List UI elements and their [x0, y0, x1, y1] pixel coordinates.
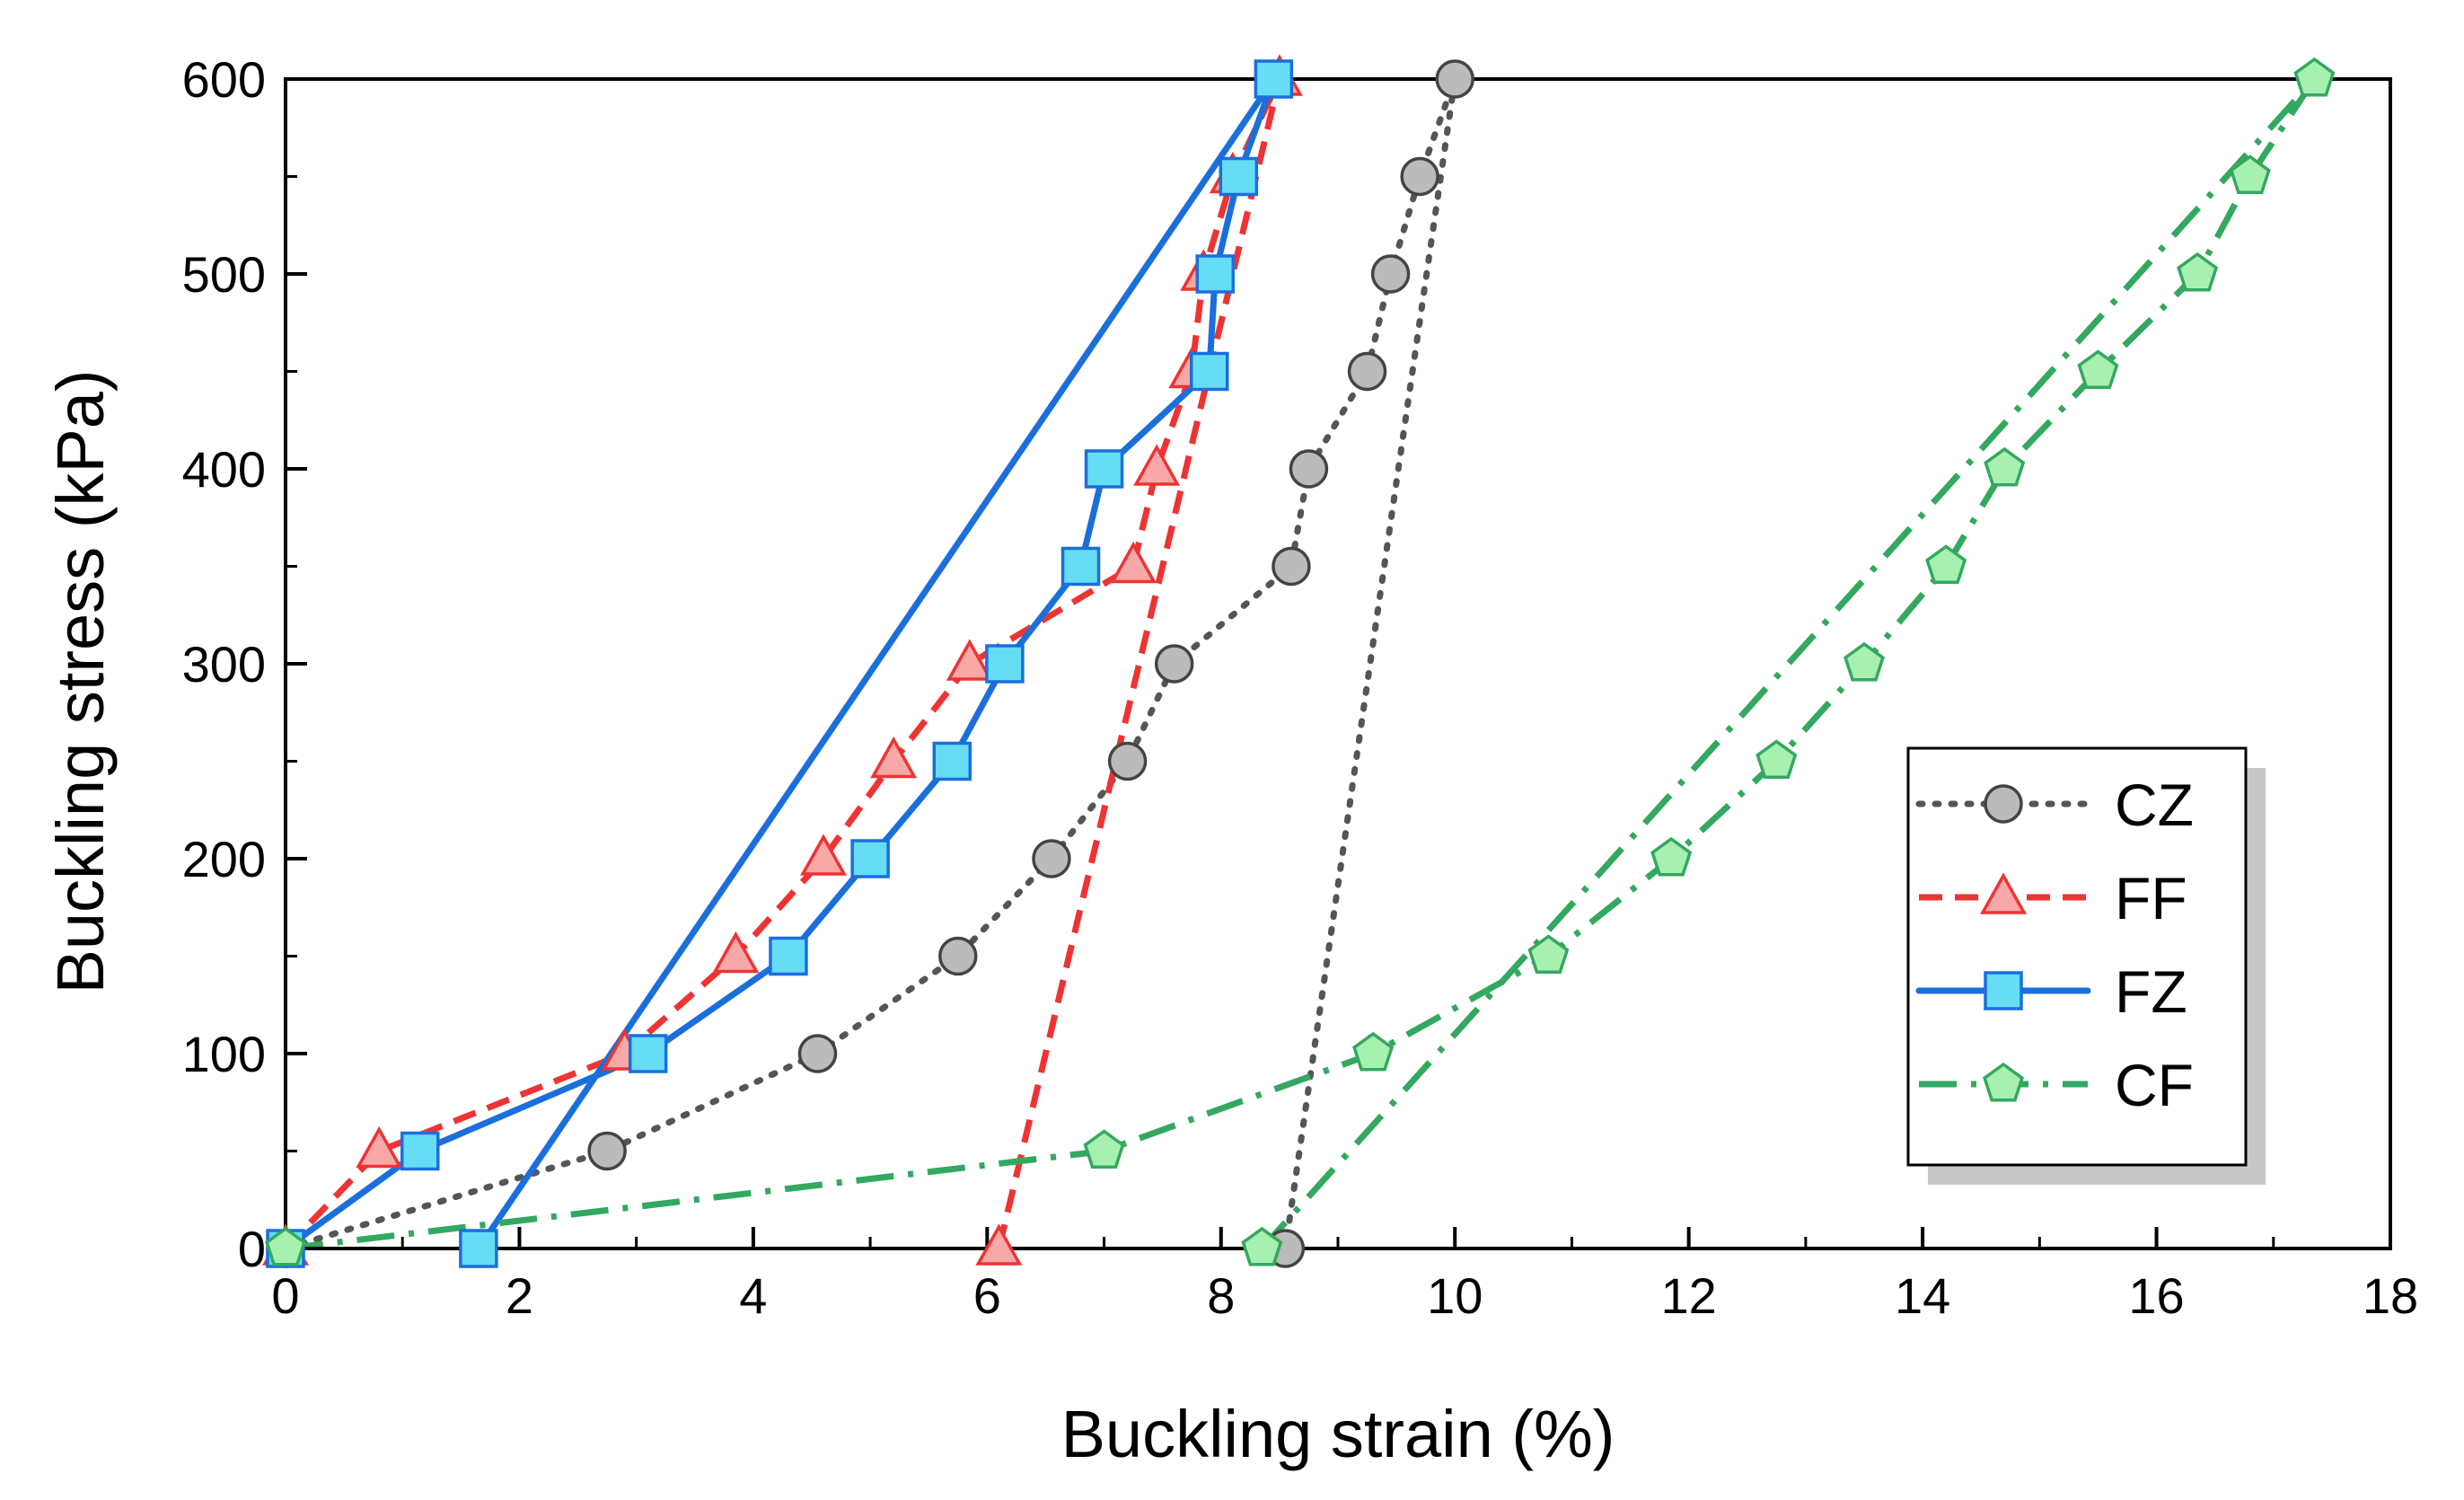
data-point-cf — [1844, 641, 1885, 682]
data-point-cz — [1400, 156, 1439, 197]
data-point-cz — [1272, 546, 1311, 587]
data-point-cf — [1241, 1226, 1283, 1266]
data-point-fz — [1219, 156, 1259, 197]
axis-ticks: 0 2 4 6 8 10 12 14 16 18 0 100 200 300 400 500 600 — [182, 51, 2419, 1324]
data-point-fz — [400, 1131, 440, 1171]
series-markers — [262, 54, 2336, 1268]
data-point-cf — [1527, 934, 1570, 975]
data-point-ff — [975, 1223, 1023, 1266]
y-tick-label: 200 — [182, 831, 266, 887]
data-point-cz — [1107, 741, 1148, 781]
data-point-fz — [985, 644, 1025, 684]
x-axis-title: Buckling strain (%) — [1061, 1397, 1615, 1471]
x-tick-label: 2 — [506, 1267, 533, 1324]
y-tick-label: 600 — [182, 51, 266, 108]
x-tick-label: 18 — [2363, 1267, 2418, 1324]
data-point-cz — [1154, 644, 1194, 684]
legend-label-cz: CZ — [2115, 772, 2194, 838]
data-point-ff — [356, 1125, 403, 1169]
y-tick-label: 0 — [238, 1221, 266, 1277]
data-point-cf — [2293, 57, 2336, 97]
data-point-cz — [1032, 839, 1071, 878]
y-axis-title: Buckling stress (kPa) — [43, 370, 118, 994]
data-point-cz — [1370, 254, 1411, 294]
data-point-fz — [628, 1034, 668, 1073]
data-point-cf — [2077, 349, 2119, 390]
data-point-ff — [870, 736, 918, 779]
legend-marker-ff — [1980, 872, 2027, 914]
data-point-cz — [587, 1131, 627, 1171]
x-tick-label: 10 — [1427, 1267, 1483, 1324]
x-tick-label: 14 — [1895, 1267, 1950, 1324]
y-tick-label: 100 — [182, 1026, 266, 1082]
y-tick-label: 500 — [182, 246, 266, 303]
data-point-fz — [1060, 546, 1101, 587]
data-point-cz — [1289, 449, 1329, 489]
data-point-ff — [800, 834, 848, 876]
data-point-ff — [712, 931, 760, 974]
data-point-fz — [1254, 59, 1294, 99]
data-point-fz — [850, 839, 890, 878]
series-line-ff — [283, 75, 1283, 1251]
data-point-fz — [459, 1229, 498, 1268]
legend-marker-fz — [1984, 971, 2023, 1010]
data-point-cf — [1984, 446, 2026, 487]
data-point-ff — [946, 639, 993, 681]
x-tick-label: 0 — [271, 1267, 299, 1324]
series-line-cz — [282, 75, 1458, 1252]
data-point-cf — [1650, 836, 1693, 877]
x-tick-label: 6 — [973, 1267, 1001, 1324]
y-tick-label: 400 — [182, 441, 266, 498]
data-point-ff — [1133, 444, 1181, 486]
data-point-fz — [769, 936, 808, 976]
y-tick-label: 300 — [182, 636, 266, 693]
data-point-cf — [1352, 1031, 1395, 1072]
legend-label-cf: CF — [2115, 1052, 2194, 1118]
legend-marker-cf — [1983, 1062, 2024, 1102]
series-line-cf — [285, 75, 2318, 1252]
series-line-fz — [282, 75, 1277, 1252]
legend-label-fz: FZ — [2115, 958, 2187, 1025]
legend-marker-cz — [1984, 784, 2023, 824]
x-tick-label: 12 — [1661, 1267, 1717, 1324]
x-tick-label: 16 — [2128, 1267, 2184, 1324]
legend-box — [1906, 746, 2248, 1167]
data-point-cf — [2177, 251, 2219, 292]
data-point-ff — [1110, 541, 1157, 584]
data-point-cf — [1083, 1129, 1125, 1169]
data-point-cz — [1347, 351, 1387, 392]
data-point-cf — [1756, 739, 1798, 780]
data-point-cz — [938, 936, 978, 976]
data-point-fz — [1195, 254, 1236, 294]
x-tick-label: 4 — [739, 1267, 767, 1324]
data-point-cf — [1925, 544, 1967, 585]
data-point-cf — [2229, 154, 2271, 195]
legend-label-ff: FF — [2115, 865, 2187, 931]
data-point-cf — [265, 1226, 306, 1266]
x-tick-label: 8 — [1207, 1267, 1235, 1324]
data-point-cz — [1435, 59, 1474, 99]
data-point-fz — [932, 741, 972, 781]
data-point-fz — [1084, 449, 1124, 489]
data-point-cz — [797, 1034, 838, 1073]
data-point-fz — [1190, 351, 1229, 392]
legend: CZ FF FZ CF — [1906, 746, 2266, 1185]
